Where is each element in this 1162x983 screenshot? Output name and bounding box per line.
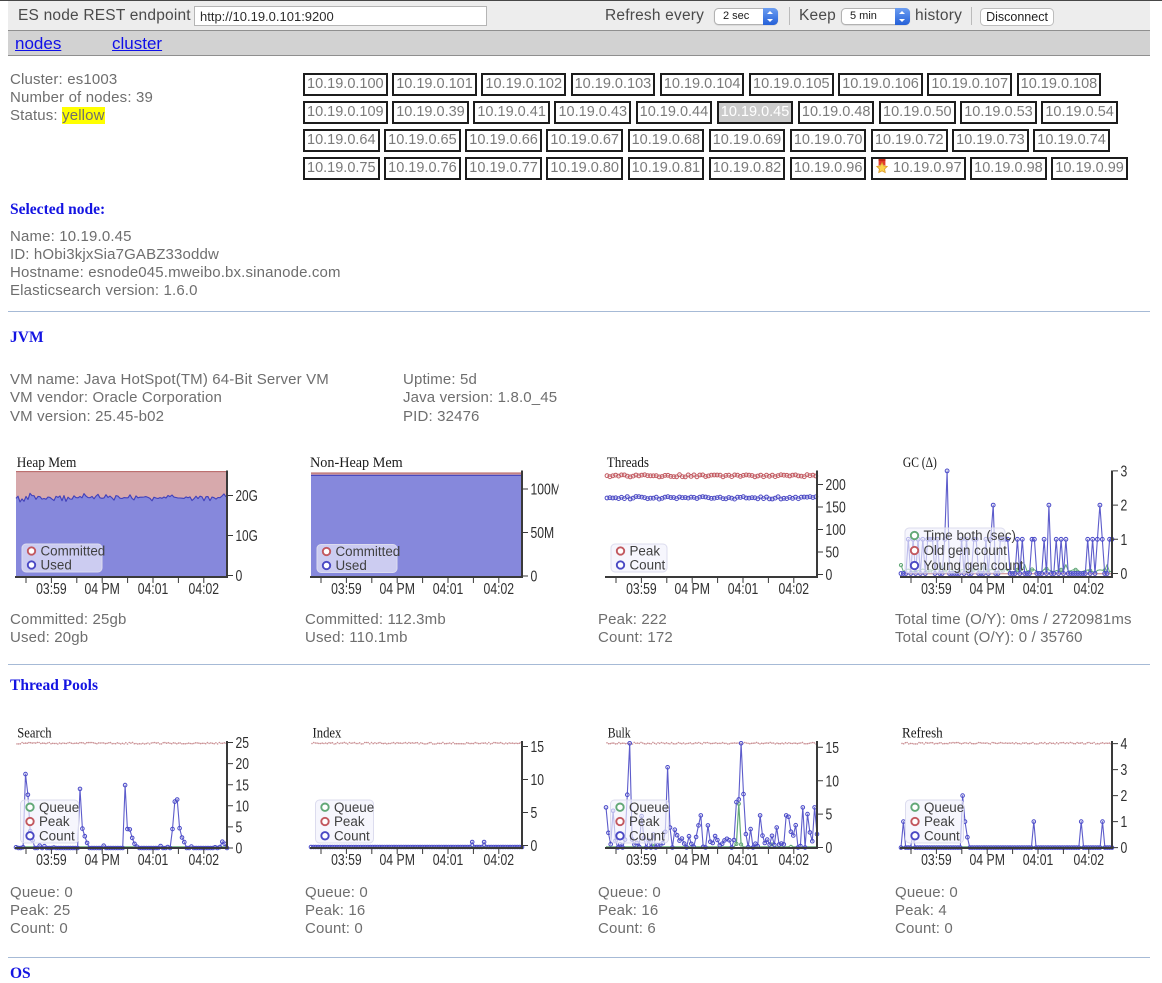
svg-text:03:59: 03:59 [331,581,362,598]
svg-text:Queue: Queue [629,800,669,815]
svg-text:04:02: 04:02 [1074,581,1105,598]
svg-text:20: 20 [236,756,250,773]
svg-text:04:02: 04:02 [484,852,515,869]
svg-text:04 PM: 04 PM [380,852,415,869]
svg-text:0: 0 [826,840,833,857]
svg-text:10: 10 [531,772,545,789]
svg-text:150: 150 [826,500,846,517]
svg-text:04:01: 04:01 [728,581,759,598]
svg-text:Queue: Queue [39,800,79,815]
svg-text:Peak: Peak [630,544,661,559]
svg-text:Peak: Peak [334,814,365,829]
svg-text:03:59: 03:59 [331,852,362,869]
svg-text:Queue: Queue [924,800,964,815]
svg-text:2: 2 [1121,788,1128,805]
svg-text:0: 0 [1121,566,1128,583]
svg-text:Peak: Peak [924,814,955,829]
svg-text:04:01: 04:01 [1023,581,1054,598]
svg-text:04 PM: 04 PM [675,581,710,598]
svg-text:1: 1 [1121,532,1128,549]
svg-text:04:02: 04:02 [189,581,220,598]
svg-text:GC (Δ): GC (Δ) [903,455,937,471]
svg-text:03:59: 03:59 [626,852,657,869]
svg-text:10: 10 [826,773,840,790]
svg-text:Committed: Committed [336,544,401,559]
svg-text:0: 0 [531,838,538,855]
svg-text:2: 2 [1121,498,1128,515]
svg-text:Used: Used [336,558,367,573]
svg-text:20G: 20G [236,488,258,505]
svg-text:Count: Count [630,558,666,573]
svg-text:0: 0 [531,569,538,586]
svg-text:03:59: 03:59 [921,581,952,598]
svg-text:100M: 100M [531,482,561,499]
svg-text:Refresh: Refresh [902,726,943,742]
svg-text:Time both (sec): Time both (sec) [924,528,1017,543]
svg-text:15: 15 [236,777,250,794]
svg-text:04:01: 04:01 [138,581,169,598]
svg-text:5: 5 [826,807,833,824]
svg-text:04:01: 04:01 [728,852,759,869]
svg-text:15: 15 [531,739,545,756]
svg-text:03:59: 03:59 [36,581,67,598]
svg-text:Count: Count [924,828,960,843]
svg-text:Count: Count [334,828,370,843]
svg-text:03:59: 03:59 [921,852,952,869]
svg-text:0: 0 [826,567,833,584]
svg-text:50M: 50M [531,525,555,542]
svg-text:04:02: 04:02 [189,852,220,869]
svg-text:Search: Search [17,726,52,742]
svg-text:04:02: 04:02 [484,581,515,598]
svg-text:Queue: Queue [334,800,374,815]
svg-text:Bulk: Bulk [608,726,631,742]
svg-text:3: 3 [1121,762,1128,779]
svg-text:04 PM: 04 PM [84,852,119,869]
svg-text:04 PM: 04 PM [970,852,1005,869]
svg-text:0: 0 [236,841,243,858]
svg-text:0: 0 [1121,840,1128,857]
svg-text:15: 15 [826,740,840,757]
svg-text:03:59: 03:59 [36,852,67,869]
svg-text:04:02: 04:02 [779,852,810,869]
svg-text:04:01: 04:01 [433,852,464,869]
svg-text:04 PM: 04 PM [84,581,119,598]
svg-text:04 PM: 04 PM [970,581,1005,598]
svg-text:4: 4 [1121,736,1128,753]
svg-text:Used: Used [41,558,72,573]
svg-text:Committed: Committed [41,544,106,559]
svg-text:1: 1 [1121,814,1128,831]
svg-text:04 PM: 04 PM [380,581,415,598]
svg-text:5: 5 [531,805,538,822]
svg-text:Non-Heap Mem: Non-Heap Mem [310,455,403,471]
svg-text:Index: Index [313,726,343,742]
svg-text:04:02: 04:02 [779,581,810,598]
svg-text:5: 5 [236,820,243,837]
svg-text:Threads: Threads [607,455,650,471]
svg-text:0: 0 [236,568,243,585]
svg-text:Count: Count [629,828,665,843]
svg-text:04:01: 04:01 [138,852,169,869]
svg-text:Young gen count: Young gen count [924,558,1024,573]
svg-text:03:59: 03:59 [626,581,657,598]
svg-text:200: 200 [826,477,846,494]
svg-text:Old gen count: Old gen count [924,543,1008,558]
svg-text:04:01: 04:01 [433,581,464,598]
svg-text:Peak: Peak [629,814,660,829]
svg-text:10G: 10G [236,528,258,545]
svg-text:50: 50 [826,545,840,562]
svg-text:10: 10 [236,798,250,815]
svg-text:04:01: 04:01 [1023,852,1054,869]
svg-text:04:02: 04:02 [1074,852,1105,869]
svg-text:25: 25 [236,735,250,752]
svg-text:04 PM: 04 PM [675,852,710,869]
svg-text:Peak: Peak [39,814,70,829]
svg-text:100: 100 [826,522,846,539]
svg-text:Count: Count [39,828,75,843]
svg-text:Heap Mem: Heap Mem [17,455,77,471]
svg-text:3: 3 [1121,464,1128,481]
